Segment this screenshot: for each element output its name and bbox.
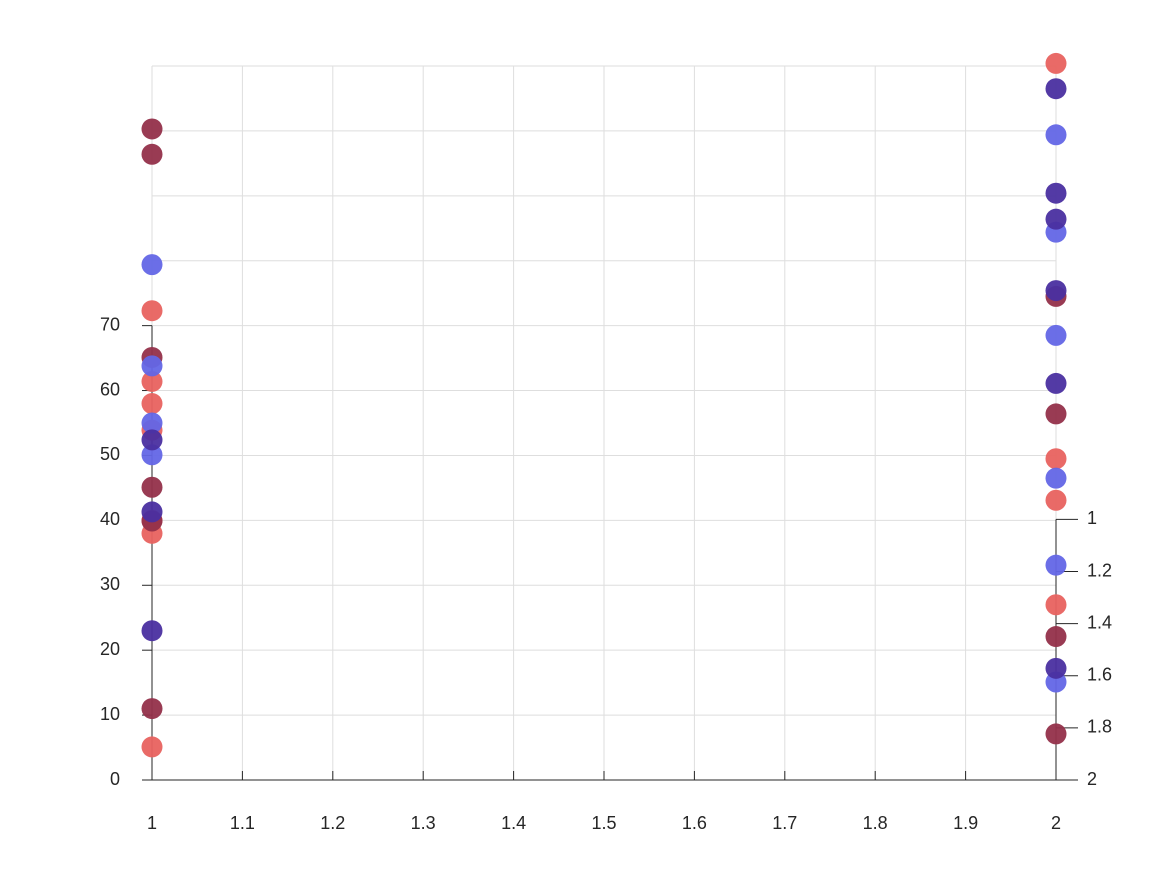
y-tick-label: 70	[100, 314, 120, 334]
x-tick-label: 1.2	[320, 813, 345, 833]
point	[141, 412, 163, 434]
point	[1045, 594, 1067, 616]
x-tick-label: 1.8	[863, 813, 888, 833]
point	[1045, 372, 1067, 394]
point	[141, 444, 163, 466]
point	[141, 254, 163, 276]
y2-tick-label: 1.4	[1087, 612, 1112, 632]
point	[141, 143, 163, 165]
x-tick-label: 2	[1051, 813, 1061, 833]
point	[1045, 448, 1067, 470]
y-tick-label: 40	[100, 509, 120, 529]
x-tick-label: 1.3	[411, 813, 436, 833]
y-tick-label: 30	[100, 574, 120, 594]
point	[141, 300, 163, 322]
point	[141, 476, 163, 498]
y-tick-label: 0	[110, 769, 120, 789]
point	[1045, 182, 1067, 204]
y2-tick-label: 1.8	[1087, 717, 1112, 737]
point	[1045, 657, 1067, 679]
point	[1045, 489, 1067, 511]
point	[1045, 324, 1067, 346]
point	[1045, 280, 1067, 302]
point	[1045, 723, 1067, 745]
x-tick-label: 1.7	[772, 813, 797, 833]
y-tick-label: 60	[100, 379, 120, 399]
point	[141, 501, 163, 523]
x-tick-label: 1.5	[591, 813, 616, 833]
y2-tick-label: 1.6	[1087, 665, 1112, 685]
point	[1045, 124, 1067, 146]
point	[141, 393, 163, 415]
y-tick-label: 50	[100, 444, 120, 464]
point	[1045, 467, 1067, 489]
point	[141, 698, 163, 720]
x-tick-label: 1.9	[953, 813, 978, 833]
y-tick-label: 20	[100, 639, 120, 659]
x-tick-label: 1.1	[230, 813, 255, 833]
point	[141, 736, 163, 758]
x-tick-label: 1.6	[682, 813, 707, 833]
point	[141, 118, 163, 140]
point	[1045, 554, 1067, 576]
point	[1045, 403, 1067, 425]
y2-tick-label: 2	[1087, 769, 1097, 789]
point	[141, 429, 163, 451]
point	[141, 370, 163, 392]
point	[1045, 78, 1067, 100]
point	[1045, 626, 1067, 648]
x-tick-label: 1	[147, 813, 157, 833]
point	[141, 355, 163, 377]
y2-tick-label: 1.2	[1087, 560, 1112, 580]
y2-tick-label: 1	[1087, 508, 1097, 528]
point	[1045, 208, 1067, 230]
point	[1045, 52, 1067, 74]
point	[141, 620, 163, 642]
x-tick-label: 1.4	[501, 813, 526, 833]
y-tick-label: 10	[100, 704, 120, 724]
